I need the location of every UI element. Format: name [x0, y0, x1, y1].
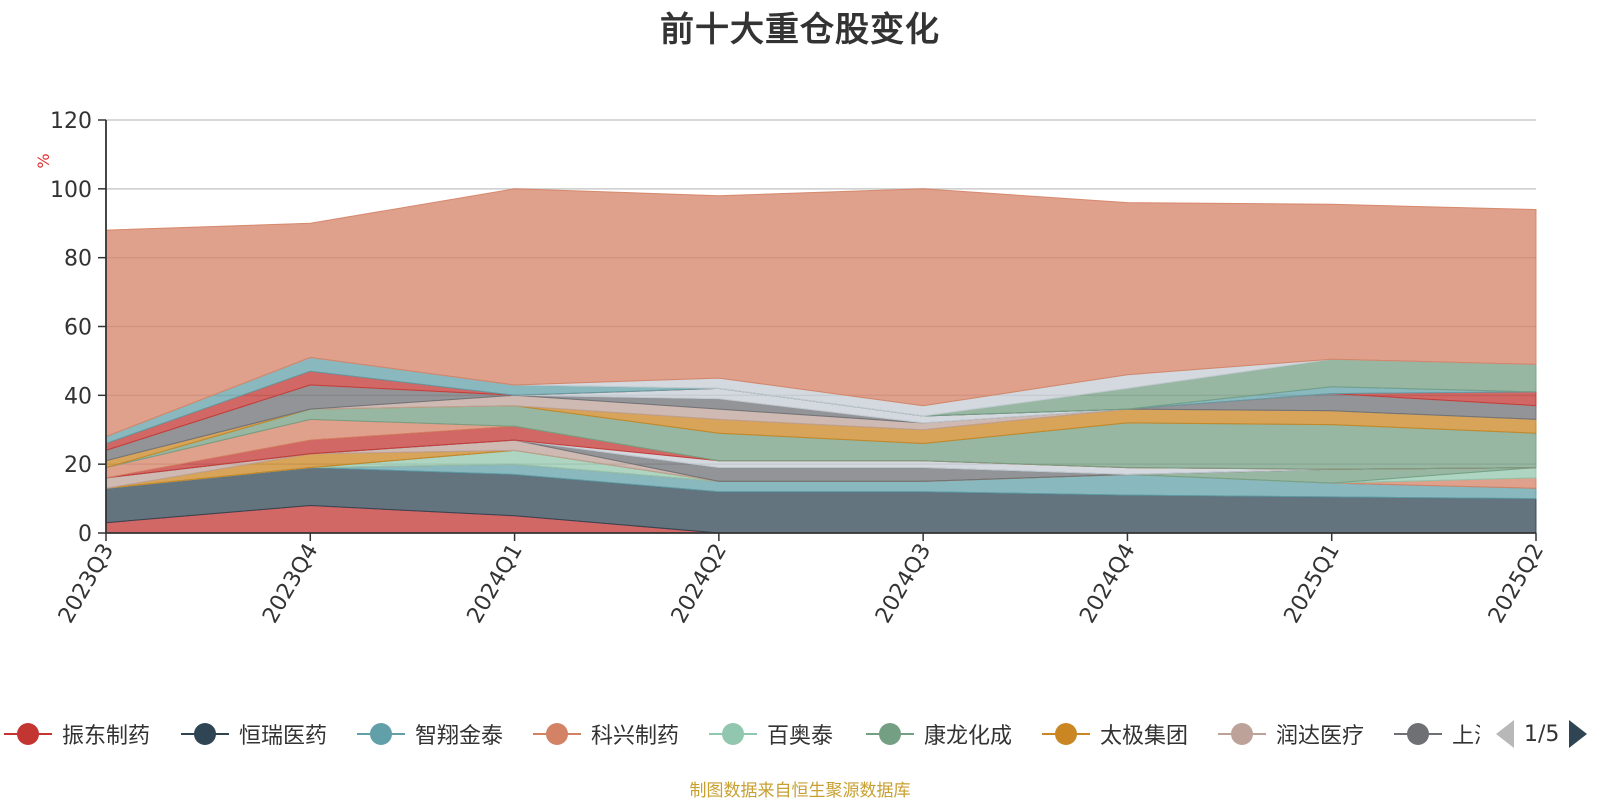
legend-item[interactable]: 润达医疗 [1218, 714, 1364, 754]
stacked-area-chart: 0 20 40 60 80 100 120 2023Q3 2023Q4 2024Q1 2024Q2 2… [34, 109, 1549, 628]
legend-item[interactable]: 康龙化成 [866, 714, 1012, 754]
legend-item[interactable]: 太极集团 [1042, 714, 1188, 754]
legend-item-label: 科兴制药 [591, 724, 680, 749]
source-note: 制图数据来自恒生聚源数据库 [689, 781, 911, 801]
x-tick-label: 2025Q2 [1484, 540, 1549, 628]
y-tick-label: 20 [64, 453, 92, 478]
legend-marker-icon [533, 723, 581, 745]
chart-title: 前十大重仓股变化 [660, 10, 940, 50]
legend-next-page-icon[interactable] [1569, 720, 1588, 748]
x-tick-label: 2025Q1 [1280, 540, 1345, 628]
y-tick-label: 0 [78, 522, 92, 547]
y-tick-label: 120 [50, 109, 92, 134]
legend-prev-page-icon[interactable] [1496, 720, 1514, 748]
legend-item-label: 上海医药 [1452, 724, 1480, 749]
legend-item[interactable]: 振东制药 [4, 714, 150, 754]
legend-item-label: 振东制药 [62, 724, 151, 749]
x-tick-label: 2024Q1 [462, 540, 527, 628]
y-tick-label: 80 [64, 247, 92, 272]
x-tick-label: 2024Q2 [667, 540, 732, 628]
y-axis-unit-label: % [34, 153, 53, 168]
legend-marker-icon [4, 723, 52, 745]
legend-item-label: 智翔金泰 [415, 724, 504, 749]
legend-item-label: 太极集团 [1100, 724, 1189, 749]
legend-marker-icon [357, 723, 405, 745]
x-tick-label: 2024Q3 [871, 540, 936, 628]
legend-marker-icon [709, 723, 757, 745]
legend-item[interactable]: 百奥泰 [709, 714, 833, 754]
legend-item-label: 润达医疗 [1276, 724, 1365, 749]
legend-item-label: 康龙化成 [924, 724, 1013, 749]
legend-page-indicator: 1/5 [1524, 721, 1560, 747]
y-tick-label: 40 [64, 384, 92, 409]
legend-item-label: 恒瑞医药 [239, 724, 328, 749]
legend-marker-icon [181, 723, 229, 745]
x-tick-label: 2023Q3 [54, 540, 119, 628]
y-tick-label: 100 [50, 178, 92, 203]
area-series-22 [105, 188, 1537, 438]
x-tick-label: 2024Q4 [1075, 540, 1140, 628]
legend-item[interactable]: 智翔金泰 [357, 714, 503, 754]
x-tick-label: 2023Q4 [258, 540, 323, 628]
legend-item-label: 百奥泰 [767, 724, 834, 749]
legend-pager: 1/5 [1496, 714, 1600, 754]
legend-item[interactable]: 恒瑞医药 [181, 714, 327, 754]
legend-item[interactable]: 上海医药 [1394, 714, 1480, 754]
legend-marker-icon [1394, 723, 1442, 745]
y-tick-label: 60 [64, 316, 92, 341]
legend: 振东制药 恒瑞医药 智翔金泰 科兴制药 百奥泰 康龙化成 太极集团 润达医疗 上海医药 [0, 714, 1480, 754]
legend-marker-icon [1218, 723, 1266, 745]
legend-item[interactable]: 科兴制药 [533, 714, 679, 754]
legend-marker-icon [1042, 723, 1090, 745]
area-series-layer [105, 188, 1537, 534]
legend-marker-icon [866, 723, 914, 745]
